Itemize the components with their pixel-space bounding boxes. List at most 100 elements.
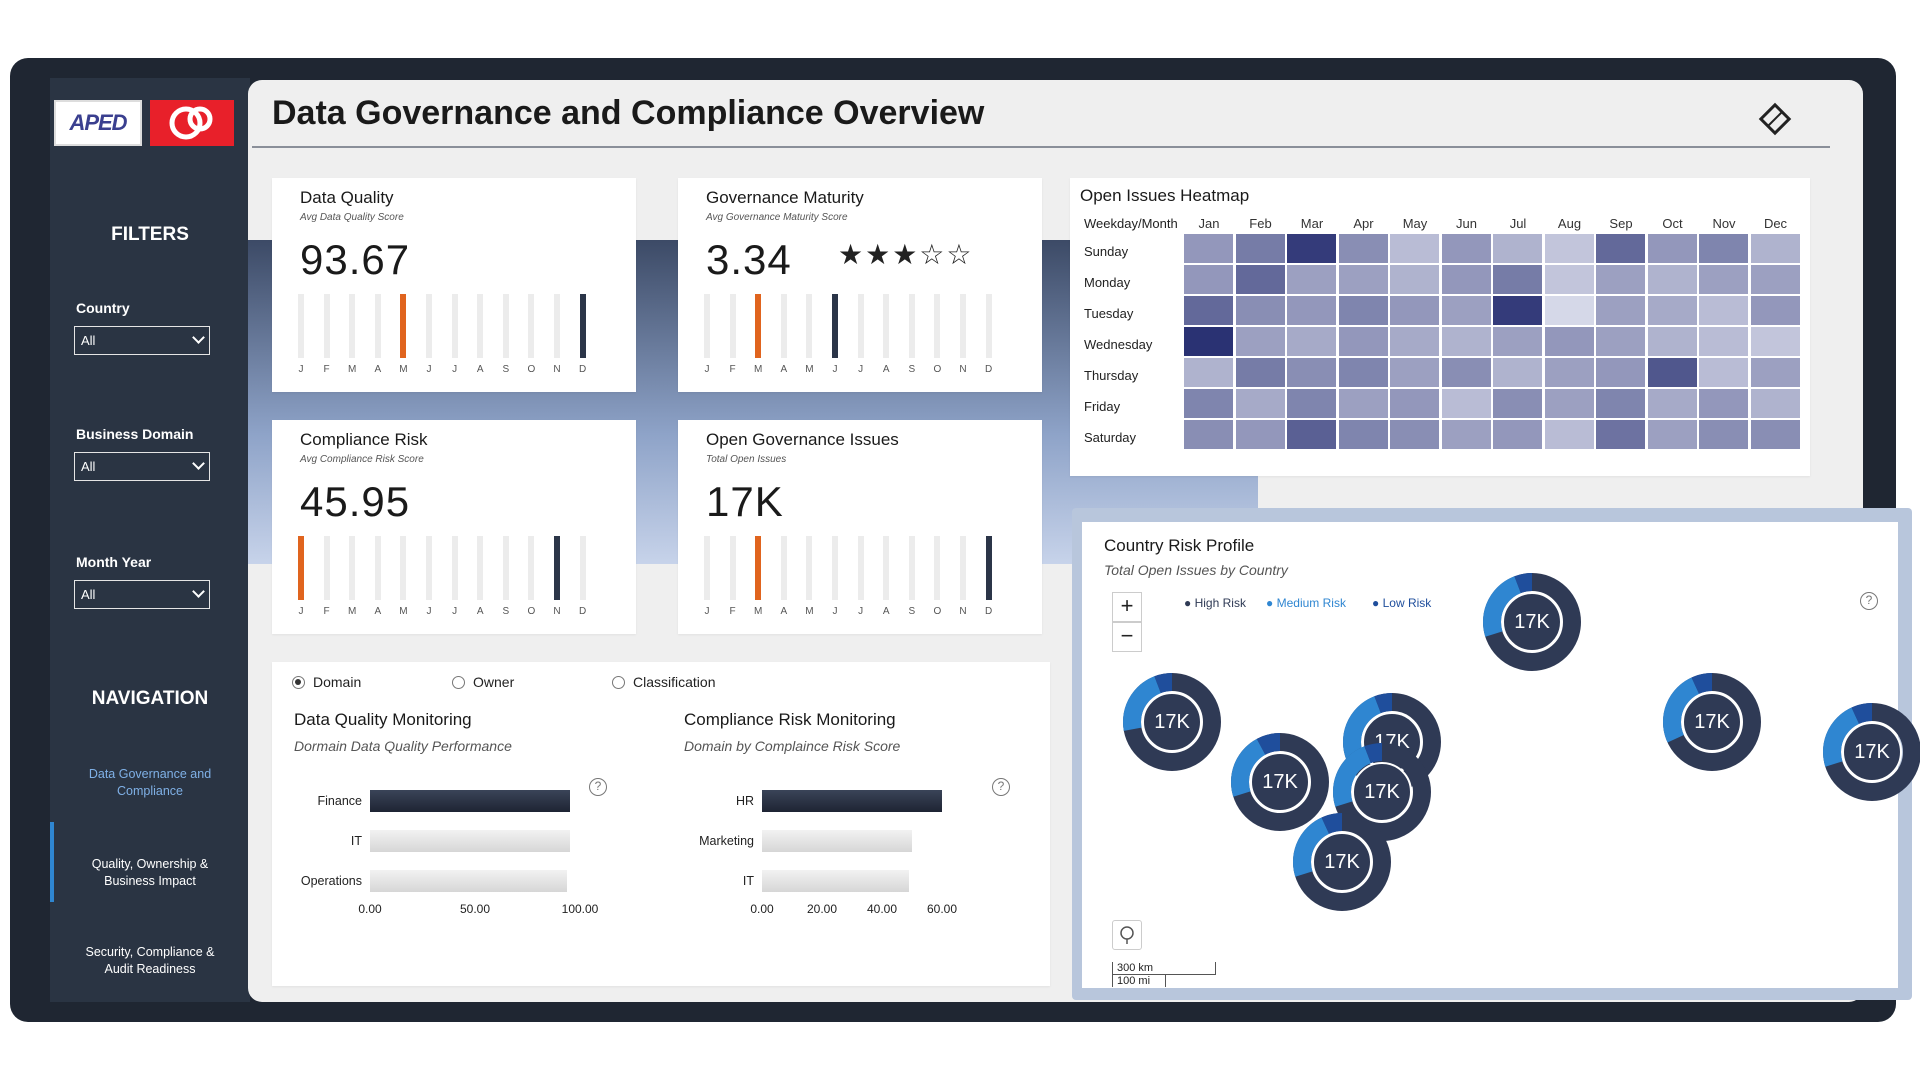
nav-item-data-governance[interactable]: Data Governance and Compliance: [50, 766, 250, 800]
heatmap-cell[interactable]: [1544, 420, 1594, 449]
heatmap-cell[interactable]: [1441, 389, 1491, 418]
bar[interactable]: [370, 790, 570, 812]
location-pin-button[interactable]: [1112, 920, 1142, 950]
heatmap-cell[interactable]: [1287, 358, 1336, 387]
heatmap-cell[interactable]: [1184, 265, 1233, 294]
heatmap-cell[interactable]: [1441, 327, 1491, 356]
heatmap-cell[interactable]: [1493, 389, 1542, 418]
heatmap-cell[interactable]: [1544, 265, 1594, 294]
heatmap-cell[interactable]: [1338, 265, 1388, 294]
kpi-card-open-issues[interactable]: Open Governance Issues Total Open Issues…: [678, 420, 1042, 634]
heatmap-cell[interactable]: [1184, 234, 1233, 263]
help-icon[interactable]: ?: [992, 778, 1010, 796]
business-domain-filter-select[interactable]: All: [74, 452, 210, 481]
bar[interactable]: [762, 790, 942, 812]
heatmap-cell[interactable]: [1441, 296, 1491, 325]
heatmap-cell[interactable]: [1699, 358, 1748, 387]
heatmap-cell[interactable]: [1390, 389, 1439, 418]
heatmap-cell[interactable]: [1750, 389, 1800, 418]
heatmap-cell[interactable]: [1750, 420, 1800, 449]
nav-item-quality-ownership[interactable]: Quality, Ownership & Business Impact: [50, 856, 250, 890]
heatmap-cell[interactable]: [1544, 296, 1594, 325]
heatmap-cell[interactable]: [1699, 420, 1748, 449]
heatmap-cell[interactable]: [1596, 327, 1645, 356]
heatmap-cell[interactable]: [1493, 265, 1542, 294]
heatmap-cell[interactable]: [1596, 234, 1645, 263]
heatmap-cell[interactable]: [1647, 234, 1697, 263]
heatmap-cell[interactable]: [1750, 327, 1800, 356]
heatmap-cell[interactable]: [1338, 420, 1388, 449]
heatmap-cell[interactable]: [1647, 358, 1697, 387]
heatmap-cell[interactable]: [1338, 296, 1388, 325]
heatmap-cell[interactable]: [1390, 234, 1439, 263]
heatmap-cell[interactable]: [1235, 234, 1285, 263]
heatmap-cell[interactable]: [1390, 265, 1439, 294]
heatmap-cell[interactable]: [1390, 420, 1439, 449]
heatmap-cell[interactable]: [1493, 420, 1542, 449]
country-risk-map[interactable]: Country Risk Profile Total Open Issues b…: [1082, 522, 1920, 988]
heatmap-cell[interactable]: [1493, 358, 1542, 387]
heatmap-cell[interactable]: [1647, 265, 1697, 294]
heatmap-cell[interactable]: [1390, 358, 1439, 387]
heatmap-cell[interactable]: [1287, 296, 1336, 325]
heatmap-cell[interactable]: [1647, 389, 1697, 418]
country-bubble[interactable]: 17K: [1230, 732, 1330, 832]
heatmap-cell[interactable]: [1493, 234, 1542, 263]
heatmap-cell[interactable]: [1184, 327, 1233, 356]
radio-domain[interactable]: Domain: [292, 674, 361, 690]
heatmap-cell[interactable]: [1441, 358, 1491, 387]
heatmap-cell[interactable]: [1544, 358, 1594, 387]
diamond-bookmark-icon[interactable]: [1758, 102, 1792, 136]
heatmap-cell[interactable]: [1184, 296, 1233, 325]
kpi-card-compliance-risk[interactable]: Compliance Risk Avg Compliance Risk Scor…: [272, 420, 636, 634]
heatmap-cell[interactable]: [1390, 296, 1439, 325]
heatmap-cell[interactable]: [1287, 234, 1336, 263]
heatmap-cell[interactable]: [1750, 358, 1800, 387]
country-bubble[interactable]: 17K: [1822, 702, 1920, 802]
heatmap-cell[interactable]: [1184, 389, 1233, 418]
heatmap-cell[interactable]: [1338, 234, 1388, 263]
zoom-in-button[interactable]: +: [1112, 592, 1142, 622]
heatmap-cell[interactable]: [1441, 234, 1491, 263]
heatmap-cell[interactable]: [1647, 327, 1697, 356]
heatmap-cell[interactable]: [1338, 358, 1388, 387]
heatmap-cell[interactable]: [1544, 389, 1594, 418]
heatmap-cell[interactable]: [1287, 420, 1336, 449]
heatmap-cell[interactable]: [1184, 420, 1233, 449]
heatmap-cell[interactable]: [1596, 265, 1645, 294]
heatmap-cell[interactable]: [1287, 327, 1336, 356]
country-bubble[interactable]: 17K: [1482, 572, 1582, 672]
radio-classification[interactable]: Classification: [612, 674, 715, 690]
kpi-card-governance-maturity[interactable]: Governance Maturity Avg Governance Matur…: [678, 178, 1042, 392]
heatmap-cell[interactable]: [1750, 296, 1800, 325]
country-bubble[interactable]: 17K: [1292, 812, 1392, 912]
heatmap-cell[interactable]: [1699, 265, 1748, 294]
heatmap-cell[interactable]: [1338, 327, 1388, 356]
heatmap-cell[interactable]: [1750, 265, 1800, 294]
heatmap-cell[interactable]: [1544, 234, 1594, 263]
heatmap-cell[interactable]: [1596, 296, 1645, 325]
heatmap-cell[interactable]: [1493, 327, 1542, 356]
heatmap-cell[interactable]: [1441, 265, 1491, 294]
heatmap-cell[interactable]: [1699, 327, 1748, 356]
heatmap-cell[interactable]: [1235, 265, 1285, 294]
radio-owner[interactable]: Owner: [452, 674, 514, 690]
heatmap-cell[interactable]: [1493, 296, 1542, 325]
heatmap-cell[interactable]: [1647, 296, 1697, 325]
heatmap-cell[interactable]: [1184, 358, 1233, 387]
nav-item-security-compliance[interactable]: Security, Compliance & Audit Readiness: [50, 944, 250, 978]
bar[interactable]: [762, 830, 912, 852]
country-bubble[interactable]: 17K: [1662, 672, 1762, 772]
heatmap-cell[interactable]: [1750, 234, 1800, 263]
country-filter-select[interactable]: All: [74, 326, 210, 355]
heatmap-cell[interactable]: [1235, 296, 1285, 325]
zoom-out-button[interactable]: −: [1112, 622, 1142, 652]
heatmap-cell[interactable]: [1544, 327, 1594, 356]
heatmap-cell[interactable]: [1390, 327, 1439, 356]
heatmap-cell[interactable]: [1235, 389, 1285, 418]
heatmap-cell[interactable]: [1596, 389, 1645, 418]
heatmap-cell[interactable]: [1596, 420, 1645, 449]
heatmap-cell[interactable]: [1596, 358, 1645, 387]
heatmap-cell[interactable]: [1699, 389, 1748, 418]
heatmap-cell[interactable]: [1235, 327, 1285, 356]
